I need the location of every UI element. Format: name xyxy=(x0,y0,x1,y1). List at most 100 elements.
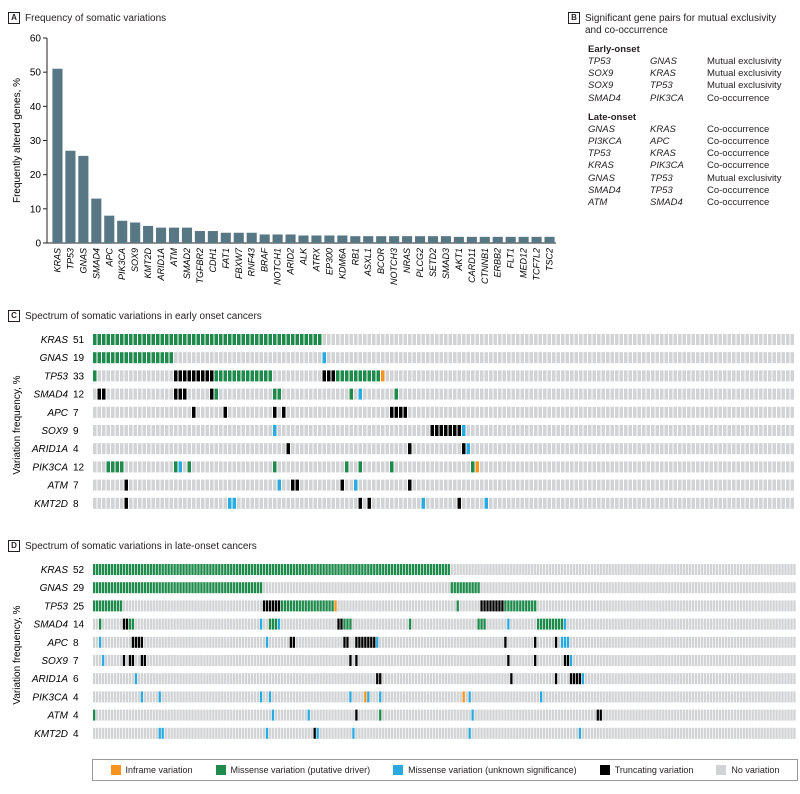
no-variation-cell xyxy=(610,406,615,418)
no-variation-cell xyxy=(192,352,196,364)
no-variation-cell xyxy=(502,461,507,473)
no-variation-cell xyxy=(781,461,786,473)
no-variation-cell xyxy=(584,564,588,575)
variant-cell xyxy=(474,582,477,594)
no-variation-cell xyxy=(611,673,614,685)
bar-apc xyxy=(104,215,115,243)
no-variation-cell xyxy=(653,564,656,575)
no-variation-cell xyxy=(637,334,642,345)
variant-cell xyxy=(510,673,513,685)
no-variation-cell xyxy=(316,582,319,594)
no-variation-cell xyxy=(151,388,156,400)
variant-cell xyxy=(232,334,237,345)
no-variation-cell xyxy=(579,370,583,382)
no-variation-cell xyxy=(327,497,331,509)
bar-akt1 xyxy=(453,236,464,243)
no-variation-cell xyxy=(760,673,763,685)
no-variation-cell xyxy=(435,618,439,630)
no-variation-cell xyxy=(318,497,322,509)
no-variation-cell xyxy=(477,691,480,703)
no-variation-cell xyxy=(475,352,480,364)
no-variation-cell xyxy=(354,497,358,509)
no-variation-cell xyxy=(696,461,700,473)
no-variation-cell xyxy=(468,564,471,575)
no-variation-cell xyxy=(188,655,191,666)
no-variation-cell xyxy=(192,461,196,473)
no-variation-cell xyxy=(727,727,731,739)
variant-cell xyxy=(310,564,313,575)
no-variation-cell xyxy=(760,709,763,721)
no-variation-cell xyxy=(214,497,219,509)
variant-cell xyxy=(241,370,246,382)
no-variation-cell xyxy=(233,600,236,612)
no-variation-cell xyxy=(239,655,242,666)
no-variation-cell xyxy=(697,564,701,575)
no-variation-cell xyxy=(152,600,155,612)
no-variation-cell xyxy=(519,691,522,703)
variant-cell xyxy=(343,564,346,575)
no-variation-cell xyxy=(336,388,340,400)
no-variation-cell xyxy=(733,673,737,685)
no-variation-cell xyxy=(388,727,391,739)
no-variation-cell xyxy=(259,727,263,739)
no-variation-cell xyxy=(778,600,781,612)
no-variation-cell xyxy=(178,497,183,509)
no-variation-cell xyxy=(203,709,206,721)
no-variation-cell xyxy=(712,564,716,575)
no-variation-cell xyxy=(462,370,466,382)
no-variation-cell xyxy=(732,352,736,364)
no-variation-cell xyxy=(647,564,650,575)
no-variation-cell xyxy=(421,443,426,455)
variant-cell xyxy=(95,582,99,594)
variant-cell xyxy=(187,461,192,473)
variant-cell xyxy=(403,406,408,418)
no-variation-cell xyxy=(611,600,614,612)
y-axis-label: Variation frequency, % xyxy=(12,605,23,704)
no-variation-cell xyxy=(313,618,316,630)
variant-cell xyxy=(291,479,295,491)
no-variation-cell xyxy=(137,709,141,721)
no-variation-cell xyxy=(665,618,668,630)
frequency-label: 8 xyxy=(73,638,79,649)
no-variation-cell xyxy=(790,727,793,739)
no-variation-cell xyxy=(626,691,629,703)
no-variation-cell xyxy=(149,691,152,703)
no-variation-cell xyxy=(206,727,209,739)
no-variation-cell xyxy=(542,636,546,648)
no-variation-cell xyxy=(316,655,319,666)
no-variation-cell xyxy=(709,673,713,685)
no-variation-cell xyxy=(629,709,632,721)
variant-cell xyxy=(185,564,188,575)
variant-cell xyxy=(174,388,178,400)
variant-cell xyxy=(322,564,325,575)
no-variation-cell xyxy=(101,727,105,739)
no-variation-cell xyxy=(664,497,669,509)
no-variation-cell xyxy=(128,600,132,612)
variant-cell xyxy=(106,461,111,473)
no-variation-cell xyxy=(628,388,633,400)
no-variation-cell xyxy=(570,443,574,455)
no-variation-cell xyxy=(772,479,777,491)
variant-cell xyxy=(188,582,191,594)
variant-cell xyxy=(379,691,382,703)
no-variation-cell xyxy=(721,600,725,612)
no-variation-cell xyxy=(668,691,671,703)
no-variation-cell xyxy=(793,727,796,739)
no-variation-cell xyxy=(700,655,704,666)
no-variation-cell xyxy=(423,673,427,685)
variant-cell xyxy=(501,600,504,612)
no-variation-cell xyxy=(426,600,430,612)
no-variation-cell xyxy=(474,600,477,612)
no-variation-cell xyxy=(736,352,741,364)
no-variation-cell xyxy=(659,600,662,612)
variant-cell xyxy=(376,370,381,382)
variant-cell xyxy=(325,564,328,575)
variant-cell xyxy=(206,582,209,594)
no-variation-cell xyxy=(367,461,372,473)
variant-cell xyxy=(283,564,287,575)
no-variation-cell xyxy=(361,655,364,666)
no-variation-cell xyxy=(206,709,209,721)
no-variation-cell xyxy=(525,691,528,703)
no-variation-cell xyxy=(525,618,528,630)
variant-cell xyxy=(507,618,510,630)
